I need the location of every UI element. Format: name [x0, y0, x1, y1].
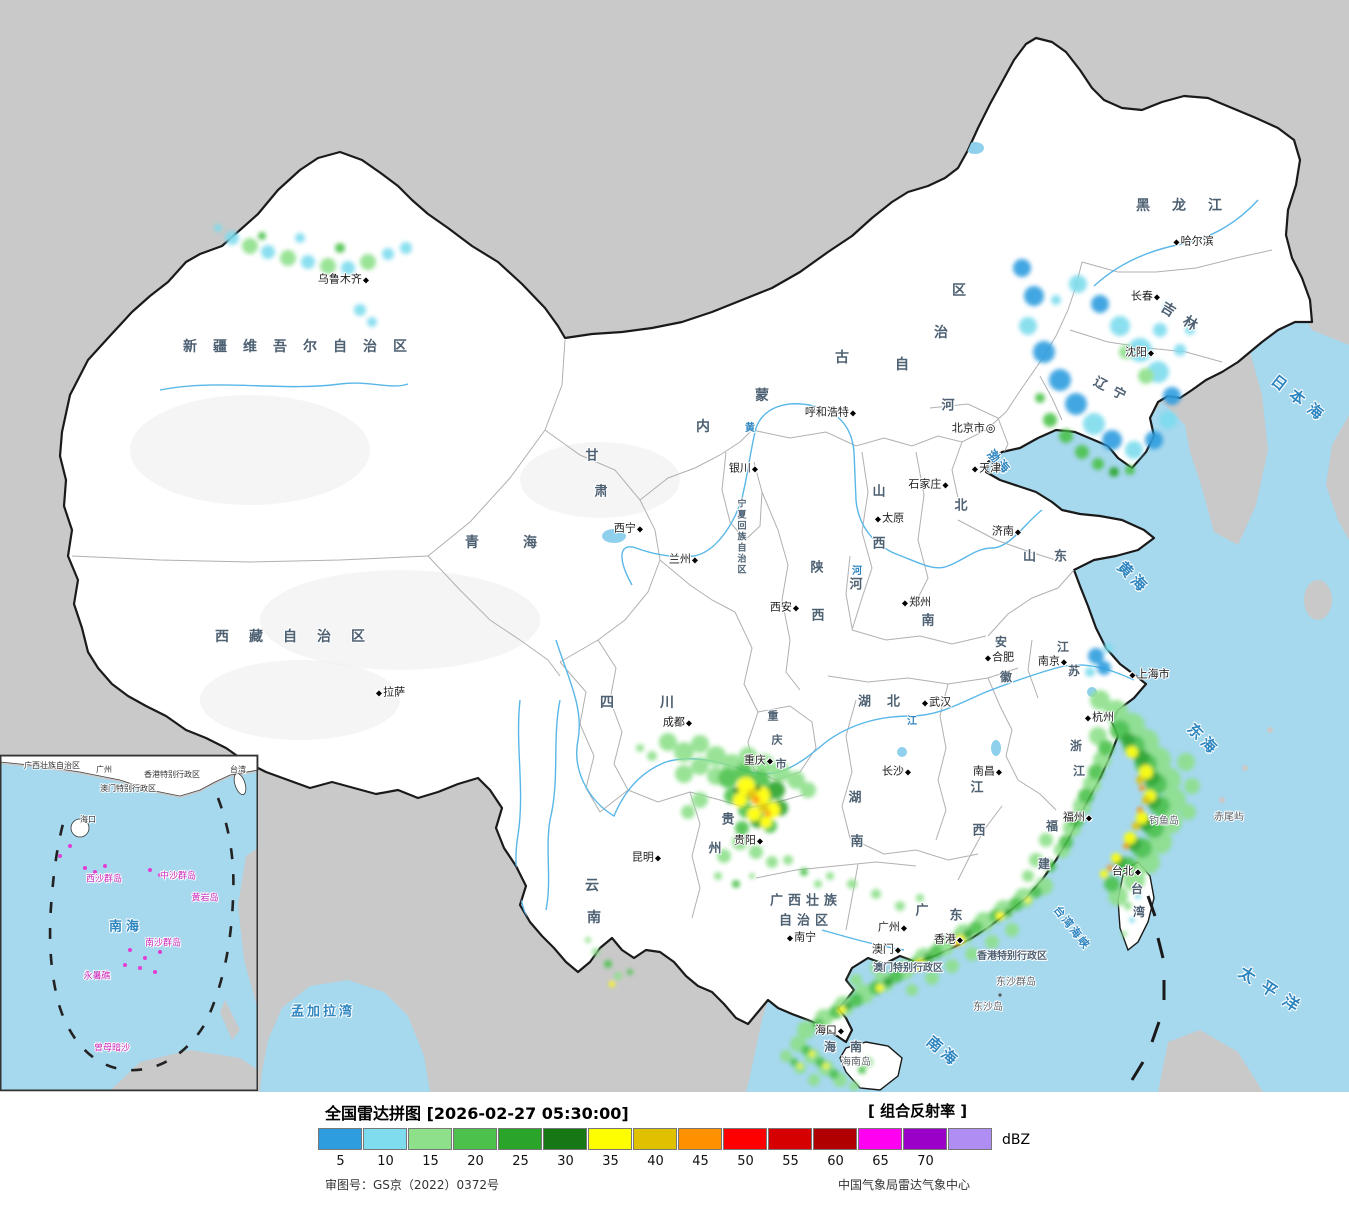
- colorbar-tick: 25: [512, 1154, 529, 1169]
- maritime-boundary-dashes: [1130, 895, 1166, 1081]
- survey-number: 审图号：GS京（2022）0372号: [325, 1178, 499, 1192]
- china-outline: [58, 36, 1314, 1044]
- colorbar-tick: 30: [557, 1154, 574, 1169]
- colorbar-cell: [318, 1128, 362, 1150]
- inset-island-markers: [58, 844, 198, 1052]
- colorbar-tick: 15: [422, 1154, 439, 1169]
- colorbar-tick: 45: [692, 1154, 709, 1169]
- terrain-shading: [130, 395, 680, 740]
- colorbar-tick: 65: [872, 1154, 889, 1169]
- colorbar-cell: [498, 1128, 542, 1150]
- colorbar-cell: [588, 1128, 632, 1150]
- colorbar-tick: 40: [647, 1154, 664, 1169]
- colorbar-cell: [813, 1128, 857, 1150]
- foreign-islands: [1158, 415, 1349, 1092]
- south-china-sea-inset: [0, 754, 259, 1091]
- product-label: [ 组合反射率 ]: [868, 1102, 968, 1120]
- colorbar-cell: [363, 1128, 407, 1150]
- source-label: 中国气象局雷达气象中心: [838, 1178, 971, 1192]
- colorbar-cell: [678, 1128, 722, 1150]
- china-radar-map: [0, 0, 1349, 1092]
- colorbar-ticks: 5 10 15 20 25 30 35 40 45 50 55 60 65 70: [318, 1154, 948, 1169]
- legend-panel: 全国雷达拼图 [2026-02-27 05:30:00] [ 组合反射率 ] 5…: [0, 1092, 1349, 1208]
- colorbar-tick: 35: [602, 1154, 619, 1169]
- colorbar-tick: 60: [827, 1154, 844, 1169]
- colorbar-cell: [408, 1128, 452, 1150]
- colorbar-tick: 20: [467, 1154, 484, 1169]
- colorbar-cell: [948, 1128, 992, 1150]
- inset-frame: [0, 755, 258, 1091]
- map-title: 全国雷达拼图 [2026-02-27 05:30:00]: [325, 1104, 629, 1123]
- colorbar-cell: [543, 1128, 587, 1150]
- colorbar: [318, 1128, 992, 1150]
- colorbar-cell: [858, 1128, 902, 1150]
- colorbar-tick: 10: [377, 1154, 394, 1169]
- colorbar-tick: 55: [782, 1154, 799, 1169]
- colorbar-cell: [903, 1128, 947, 1150]
- unit-label: dBZ: [1002, 1132, 1031, 1148]
- colorbar-cell: [633, 1128, 677, 1150]
- colorbar-tick: 70: [917, 1154, 934, 1169]
- nine-dash-line: [48, 797, 235, 1072]
- province-borders: [71, 249, 1273, 931]
- colorbar-cell: [768, 1128, 812, 1150]
- colorbar-cell: [723, 1128, 767, 1150]
- colorbar-tick: 50: [737, 1154, 754, 1169]
- colorbar-cell: [453, 1128, 497, 1150]
- colorbar-tick: 5: [336, 1154, 345, 1169]
